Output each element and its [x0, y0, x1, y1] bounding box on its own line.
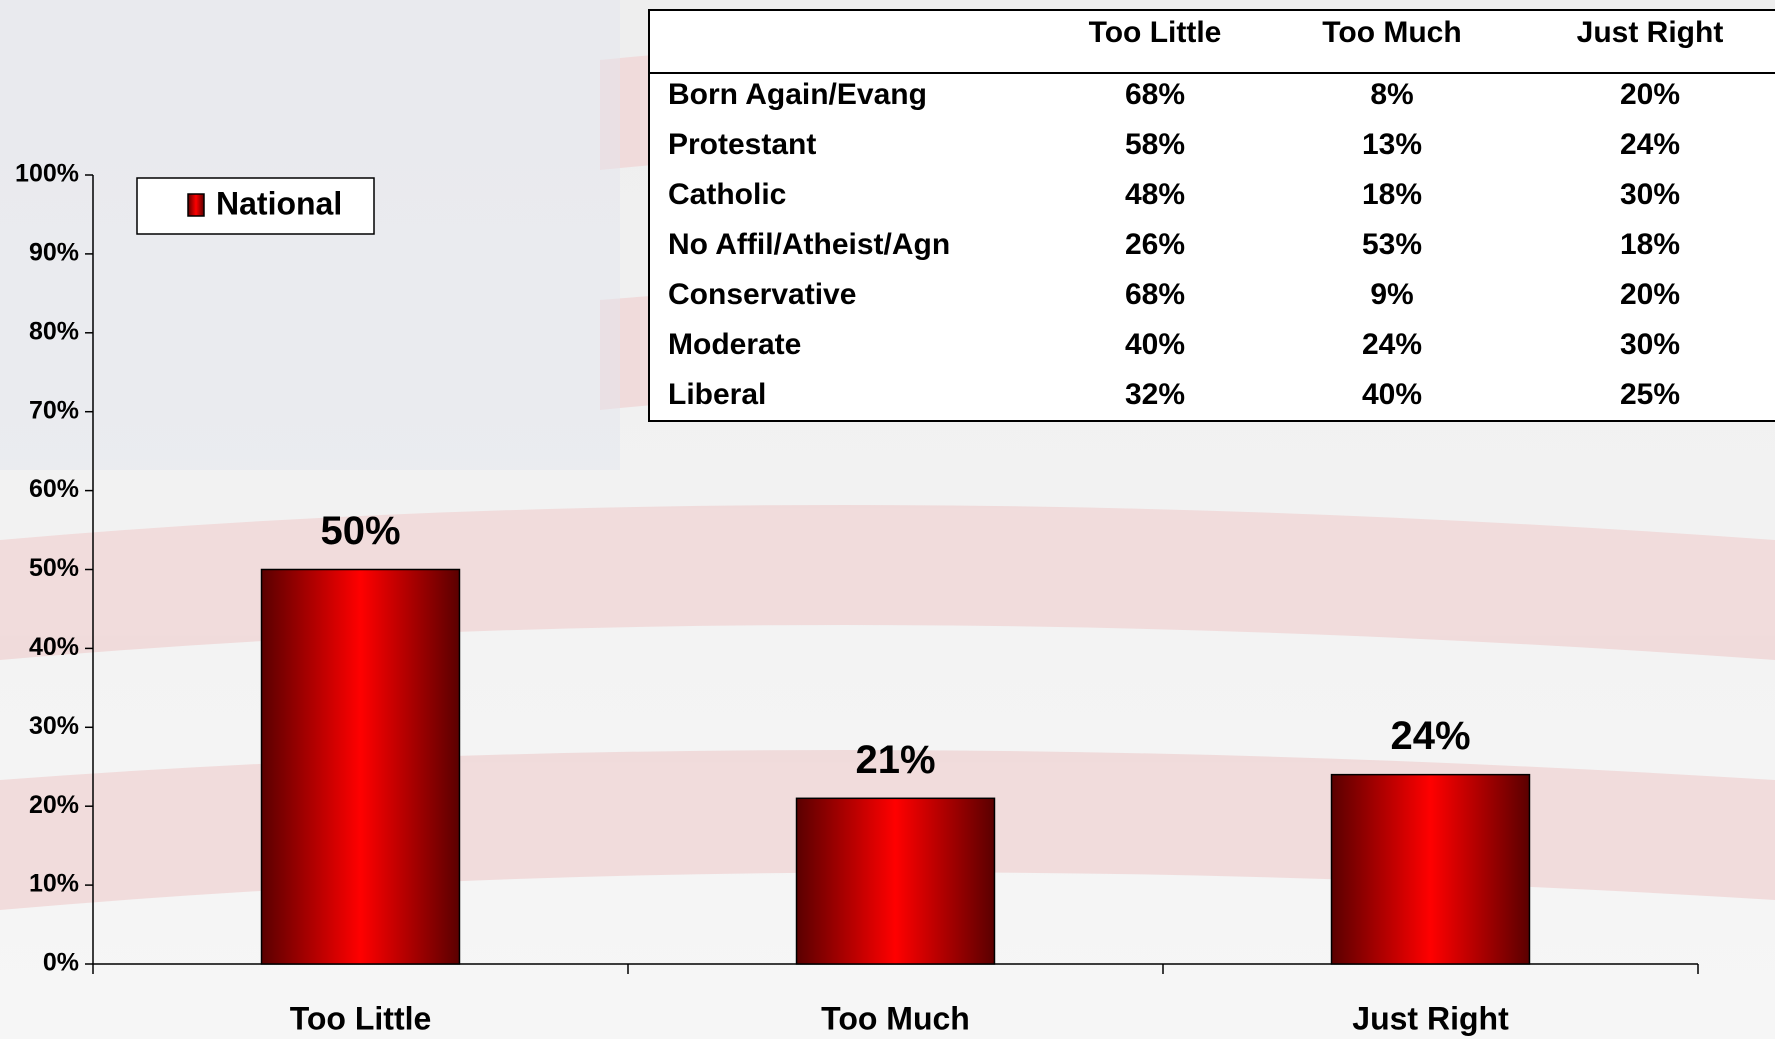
y-tick-label: 30% [29, 712, 79, 740]
table-cell: 68% [1125, 278, 1185, 311]
table-cell: 30% [1620, 328, 1680, 361]
x-tick-label: Too Much [821, 1000, 970, 1036]
table-cell: 40% [1125, 328, 1185, 361]
legend-label: National [216, 185, 342, 221]
value-label: 21% [855, 738, 935, 782]
table-column-header: Just Right [1577, 16, 1724, 49]
y-tick-label: 0% [43, 949, 79, 977]
table-cell: 20% [1620, 278, 1680, 311]
value-label: 24% [1390, 714, 1470, 758]
bar [260, 568, 461, 965]
x-tick-label: Just Right [1352, 1000, 1509, 1036]
table-cell: 58% [1125, 128, 1185, 161]
table-cell: 20% [1620, 78, 1680, 111]
table-cell: 9% [1370, 278, 1413, 311]
value-label: 50% [320, 509, 400, 553]
table-column-header: Too Little [1089, 16, 1222, 49]
table-cell: 26% [1125, 228, 1185, 261]
table-row-label: Catholic [668, 178, 786, 211]
bar [795, 797, 996, 965]
y-tick-label: 60% [29, 475, 79, 503]
legend-box [136, 177, 375, 235]
y-tick-label: 50% [29, 554, 79, 582]
table-cell: 53% [1362, 228, 1422, 261]
table-cell: 30% [1620, 178, 1680, 211]
table-cell: 18% [1362, 178, 1422, 211]
table-cell: 24% [1362, 328, 1422, 361]
table-column-header: Too Much [1322, 16, 1461, 49]
table-cell: 24% [1620, 128, 1680, 161]
y-tick-label: 90% [29, 239, 79, 267]
y-tick-label: 70% [29, 396, 79, 424]
y-tick-label: 10% [29, 870, 79, 898]
data-table: Too Little Too Much Just Right Born Again/E… [648, 9, 1775, 422]
y-tick-label: 100% [15, 160, 79, 188]
table-cell: 68% [1125, 78, 1185, 111]
table-cell: 13% [1362, 128, 1422, 161]
x-tick-label: Too Little [290, 1000, 432, 1036]
table-frame [648, 9, 1775, 422]
flag-canton [0, 0, 620, 470]
table-cell: 48% [1125, 178, 1185, 211]
table-cell: 8% [1370, 78, 1413, 111]
y-tick-label: 40% [29, 633, 79, 661]
table-row-label: No Affil/Atheist/Agn [668, 228, 950, 261]
table-row-label: Liberal [668, 378, 766, 411]
table-cell: 25% [1620, 378, 1680, 411]
table-cell: 18% [1620, 228, 1680, 261]
table-cell: 32% [1125, 378, 1185, 411]
y-tick-label: 20% [29, 791, 79, 819]
table-row-label: Moderate [668, 328, 801, 361]
legend-swatch [187, 193, 205, 217]
y-tick-label: 80% [29, 317, 79, 345]
table-cell: 40% [1362, 378, 1422, 411]
table-row-label: Conservative [668, 278, 856, 311]
bar [1330, 773, 1531, 965]
table-row-label: Born Again/Evang [668, 78, 927, 111]
table-row-label: Protestant [668, 128, 816, 161]
